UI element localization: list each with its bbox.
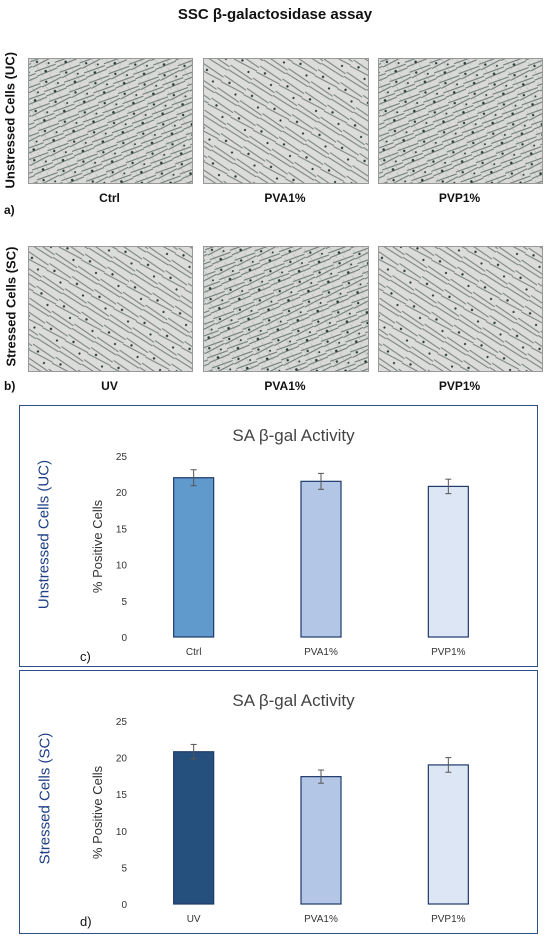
y-tick-label: 20 (116, 488, 128, 499)
figure-title: SSC β-galactosidase assay (177, 6, 373, 23)
y-axis-label: % Positive Cells (90, 499, 105, 593)
y-tick-label: 15 (116, 790, 128, 801)
bar (300, 480, 342, 638)
micrograph-sc-uv (28, 246, 193, 372)
bar (427, 485, 469, 638)
bar (427, 764, 469, 905)
bar (173, 751, 215, 905)
panel-c-letter: c) (80, 649, 91, 664)
micrograph-uc-ctrl (28, 58, 193, 184)
y-tick-label: 10 (116, 561, 128, 572)
chart-title: SA β-gal Activity (232, 691, 355, 710)
x-tick-label: PVA1% (304, 647, 338, 658)
micrograph-sc-pvp (378, 246, 543, 372)
y-tick-label: 5 (121, 597, 127, 608)
chart-c-side-label: Unstressed Cells (UC) (35, 459, 53, 610)
chart-d: SA β-gal Activity % Positive Cells 0 5 10 15 2… (90, 691, 469, 925)
y-tick-label: 0 (121, 633, 127, 644)
row-a-label: Unstressed Cells (UC) (2, 51, 18, 189)
caption-uc-pvp: PVP1% (438, 191, 481, 205)
panel-d-letter: d) (80, 914, 92, 929)
row-b-label: Stressed Cells (SC) (3, 246, 19, 367)
y-tick-label: 10 (116, 827, 128, 838)
y-tick-label: 20 (116, 754, 128, 765)
chart-d-side-label: Stressed Cells (SC) (36, 732, 54, 865)
y-tick-label: 0 (121, 900, 127, 911)
x-tick-label: UV (187, 914, 201, 925)
y-tick-label: 25 (116, 717, 128, 728)
x-tick-label: Ctrl (186, 647, 202, 658)
caption-sc-pva: PVA1% (264, 379, 306, 393)
x-tick-label: PVP1% (431, 914, 466, 925)
chart-title: SA β-gal Activity (232, 426, 355, 445)
micrograph-uc-pvp (378, 58, 543, 184)
panel-a-letter: a) (4, 203, 15, 217)
y-tick-label: 5 (121, 863, 127, 874)
y-axis-label: % Positive Cells (90, 765, 105, 859)
micrograph-sc-pva (203, 246, 369, 372)
caption-sc-pvp: PVP1% (438, 379, 481, 393)
chart-c: SA β-gal Activity % Positive Cells 0 5 10 15 2… (90, 426, 469, 658)
x-tick-label: PVA1% (304, 914, 338, 925)
caption-uc-ctrl: Ctrl (99, 191, 120, 205)
y-tick-label: 15 (116, 524, 128, 535)
caption-uc-pva: PVA1% (264, 191, 306, 205)
caption-sc-uv: UV (101, 379, 118, 393)
bar (300, 776, 342, 905)
bar (173, 477, 215, 638)
x-tick-label: PVP1% (431, 647, 466, 658)
micrograph-uc-pva (203, 58, 369, 184)
y-tick-label: 25 (116, 452, 128, 463)
panel-b-letter: b) (4, 379, 16, 393)
